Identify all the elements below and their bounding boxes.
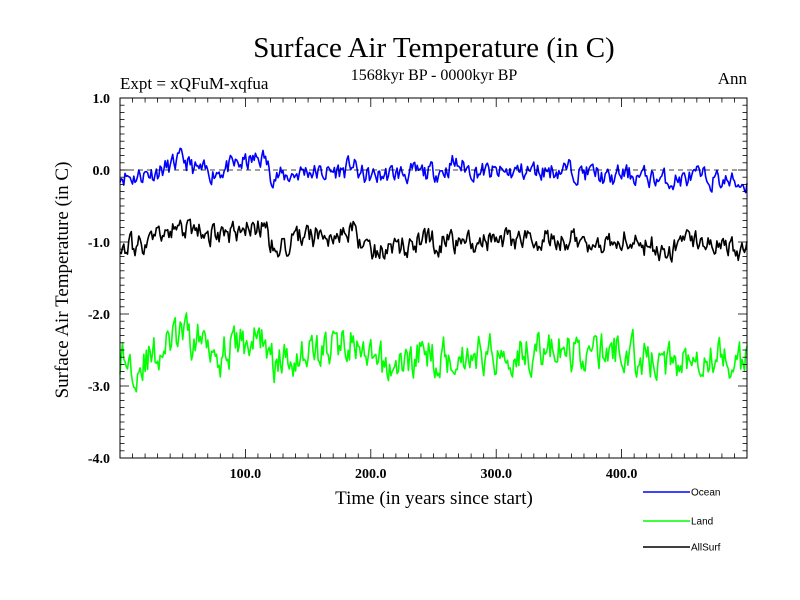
x-tick-label: 100.0 <box>230 467 262 482</box>
x-tick-label: 300.0 <box>480 467 512 482</box>
y-tick-label: -1.0 <box>88 236 110 251</box>
y-tick-label: -4.0 <box>88 452 110 467</box>
series-line-ocean <box>119 147 748 194</box>
legend: Ocean Land AllSurf <box>643 488 721 554</box>
axes-layer: 1.0 0.0 -1.0 -2.0 -3.0 -4.0 100.0 200.0 300.0 400… <box>88 92 748 482</box>
series-layer <box>119 147 748 393</box>
y-tick-label: -2.0 <box>88 308 110 323</box>
x-tick-label: 400.0 <box>606 467 638 482</box>
y-tick-label: 1.0 <box>93 92 111 107</box>
season-label: Ann <box>718 69 748 88</box>
chart-title: Surface Air Temperature (in C) <box>253 32 614 64</box>
legend-label-allsurf: AllSurf <box>691 543 721 554</box>
legend-label-land: Land <box>691 517 713 528</box>
expt-label: Expt = xQFuM-xqfua <box>120 74 269 93</box>
chart-subtitle: 1568kyr BP - 0000kyr BP <box>351 67 518 84</box>
legend-label-ocean: Ocean <box>691 488 720 499</box>
x-axis-label: Time (in years since start) <box>335 488 533 509</box>
series-line-land <box>119 312 748 393</box>
series-line-allsurf <box>119 218 748 263</box>
y-tick-label: -3.0 <box>88 380 110 395</box>
x-tick-label: 200.0 <box>355 467 387 482</box>
plot-frame <box>119 97 748 459</box>
y-axis-label: Surface Air Temperature (in C) <box>52 162 73 399</box>
y-tick-label: 0.0 <box>93 164 111 179</box>
